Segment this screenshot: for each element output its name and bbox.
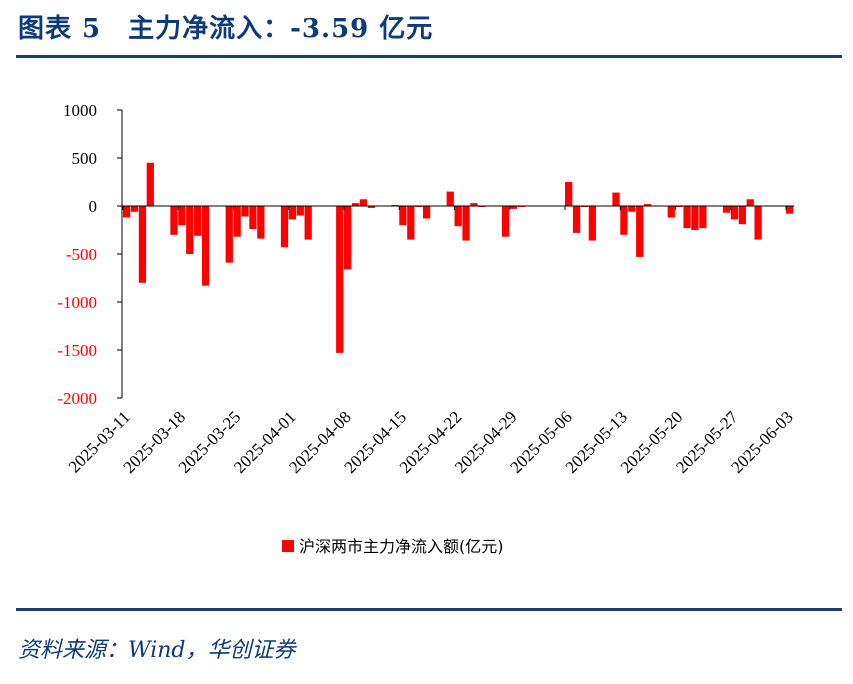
bar-2025-03-19 xyxy=(186,206,194,254)
bar-2025-05-15 xyxy=(636,206,644,257)
bar-2025-04-03 xyxy=(304,206,312,240)
bar-2025-04-28 xyxy=(501,206,510,237)
legend: 沪深两市主力净流入额(亿元) xyxy=(282,537,504,556)
bar-2025-03-31 xyxy=(280,206,289,248)
bar-2025-03-21 xyxy=(201,206,210,286)
bar-2025-05-28 xyxy=(738,206,746,225)
bar-2025-05-30 xyxy=(754,206,762,240)
y-tick-label: -1000 xyxy=(57,293,97,312)
bars-group xyxy=(123,162,794,353)
bar-2025-05-09 xyxy=(588,206,596,241)
legend-label: 沪深两市主力净流入额(亿元) xyxy=(299,537,504,556)
bar-2025-05-13 xyxy=(620,206,628,235)
bar-2025-04-22 xyxy=(454,206,462,227)
y-tick-label: 500 xyxy=(72,149,98,168)
bar-2025-05-26 xyxy=(722,206,731,213)
bar-2025-03-14 xyxy=(146,162,154,206)
bar-2025-03-20 xyxy=(194,206,202,236)
bar-2025-03-17 xyxy=(170,206,178,235)
bar-2025-03-27 xyxy=(249,206,257,230)
chart-title: 图表 5 主力净流入：-3.59 亿元 xyxy=(18,14,434,44)
bar-2025-03-26 xyxy=(241,206,249,217)
y-tick-label: 1000 xyxy=(63,101,97,120)
bar-2025-03-18 xyxy=(178,206,186,226)
bar-2025-05-27 xyxy=(730,206,739,220)
bar-2025-05-22 xyxy=(691,206,699,230)
bar-2025-04-16 xyxy=(407,206,415,240)
y-tick-label: -500 xyxy=(66,245,97,264)
bar-2025-06-03 xyxy=(786,206,794,214)
bar-2025-05-23 xyxy=(699,206,707,229)
source-note: 资料来源：Wind，华创证券 xyxy=(18,638,296,663)
bar-2025-04-01 xyxy=(288,206,297,220)
bar-2025-04-15 xyxy=(399,206,407,226)
y-tick-label: -1500 xyxy=(57,341,97,360)
bar-2025-04-24 xyxy=(470,203,478,206)
bar-2025-05-07 xyxy=(572,206,581,233)
bar-2025-04-23 xyxy=(462,206,470,241)
y-tick-label: -2000 xyxy=(57,389,97,408)
bar-2025-04-02 xyxy=(296,206,304,216)
legend-swatch xyxy=(282,540,294,552)
bar-2025-05-19 xyxy=(667,206,675,218)
bar-2025-05-16 xyxy=(643,204,652,206)
y-tick-label: 0 xyxy=(89,197,98,216)
bar-2025-03-24 xyxy=(225,206,233,263)
bar-2025-03-28 xyxy=(257,206,265,239)
bar-2025-05-06 xyxy=(565,182,573,206)
bar-2025-05-12 xyxy=(612,192,620,206)
bar-2025-05-21 xyxy=(683,206,691,229)
bar-2025-03-25 xyxy=(233,206,241,237)
bar-2025-05-29 xyxy=(746,199,754,206)
bar-2025-04-10 xyxy=(359,199,368,206)
bar-2025-04-29 xyxy=(509,206,518,209)
bar-2025-04-21 xyxy=(446,191,454,206)
bar-2025-03-11 xyxy=(123,206,131,218)
bar-2025-05-14 xyxy=(628,206,636,212)
bar-2025-04-07 xyxy=(336,206,344,353)
bar-2025-04-08 xyxy=(344,206,352,270)
bar-2025-04-09 xyxy=(351,203,360,206)
bar-2025-04-11 xyxy=(367,206,375,208)
bar-2025-04-18 xyxy=(422,206,431,219)
y-axis: 1000 500 0 -500 -1000 -1500 -2000 xyxy=(57,101,123,408)
bar-2025-03-13 xyxy=(138,206,147,283)
bar-chart: 1000 500 0 -500 -1000 -1500 -2000 2025-03-1120… xyxy=(57,101,797,556)
bottom-divider xyxy=(16,608,842,611)
x-axis: 2025-03-112025-03-182025-03-252025-04-01… xyxy=(65,205,797,477)
top-divider xyxy=(16,55,842,58)
bar-2025-03-12 xyxy=(130,206,139,212)
